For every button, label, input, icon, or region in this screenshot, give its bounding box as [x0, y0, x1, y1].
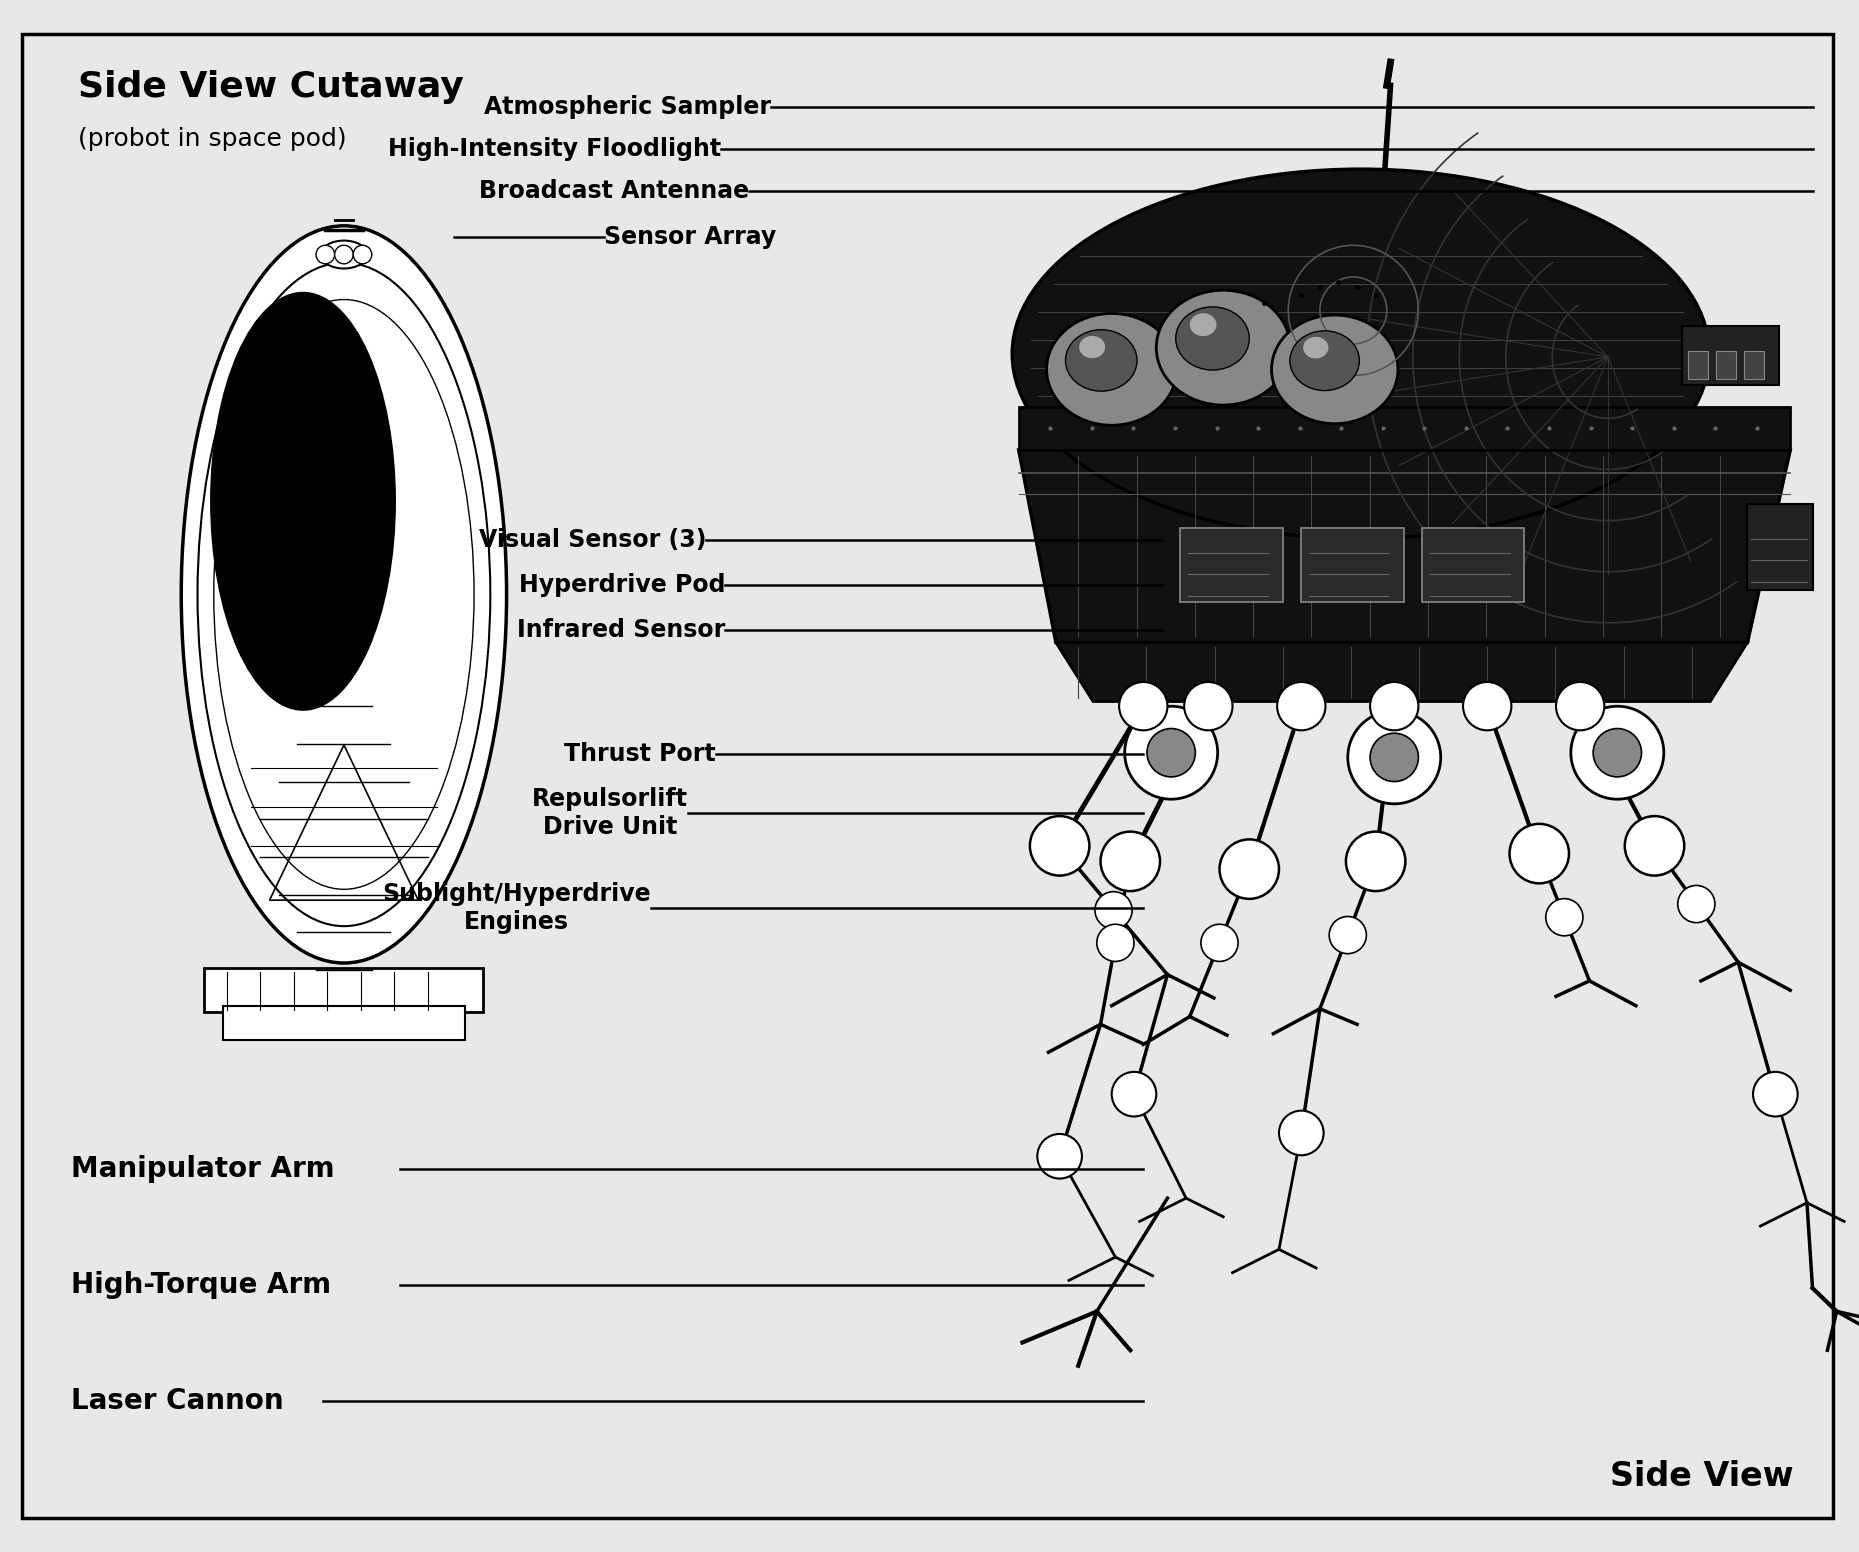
Circle shape: [1753, 1072, 1798, 1116]
Bar: [1180, 528, 1283, 602]
Circle shape: [1119, 681, 1167, 731]
Ellipse shape: [1175, 307, 1249, 369]
Ellipse shape: [210, 292, 396, 711]
Text: Hyperdrive Pod: Hyperdrive Pod: [519, 573, 725, 598]
Ellipse shape: [320, 241, 368, 268]
Bar: [1716, 351, 1736, 379]
Circle shape: [1625, 816, 1684, 875]
Circle shape: [1184, 681, 1233, 731]
Ellipse shape: [182, 225, 506, 962]
Circle shape: [1348, 711, 1441, 804]
Text: Repulsorlift
Drive Unit: Repulsorlift Drive Unit: [532, 787, 688, 840]
Ellipse shape: [1065, 329, 1138, 391]
Text: Broadcast Antennae: Broadcast Antennae: [480, 178, 749, 203]
Ellipse shape: [1047, 314, 1177, 425]
Circle shape: [1677, 886, 1714, 922]
Ellipse shape: [197, 262, 491, 927]
Ellipse shape: [1290, 331, 1359, 391]
Bar: [1747, 504, 1813, 590]
Circle shape: [1329, 917, 1366, 953]
Circle shape: [1112, 1072, 1156, 1116]
Text: Sensor Array: Sensor Array: [604, 225, 777, 250]
Polygon shape: [1019, 450, 1790, 643]
Text: Side View: Side View: [1610, 1460, 1794, 1493]
Bar: [1688, 351, 1708, 379]
Circle shape: [1279, 1111, 1324, 1155]
Bar: [204, 968, 483, 1012]
Circle shape: [1201, 925, 1238, 961]
Ellipse shape: [214, 300, 474, 889]
Circle shape: [1593, 728, 1641, 778]
Text: High-Torque Arm: High-Torque Arm: [71, 1271, 331, 1299]
Bar: [1744, 351, 1764, 379]
Text: Laser Cannon: Laser Cannon: [71, 1387, 283, 1415]
Circle shape: [1220, 840, 1279, 899]
Ellipse shape: [1303, 337, 1329, 359]
Ellipse shape: [1156, 290, 1290, 405]
Bar: [1682, 326, 1779, 385]
FancyBboxPatch shape: [22, 34, 1833, 1518]
Circle shape: [1510, 824, 1569, 883]
Bar: [1301, 528, 1404, 602]
Ellipse shape: [1011, 169, 1710, 539]
Text: High-Intensity Floodlight: High-Intensity Floodlight: [389, 137, 721, 161]
Ellipse shape: [1190, 314, 1216, 337]
Circle shape: [1556, 681, 1604, 731]
Circle shape: [335, 245, 353, 264]
Circle shape: [316, 245, 335, 264]
Ellipse shape: [1272, 315, 1398, 424]
Circle shape: [1277, 681, 1325, 731]
Circle shape: [1147, 728, 1195, 778]
Circle shape: [1370, 681, 1418, 731]
Text: Side View Cutaway: Side View Cutaway: [78, 70, 465, 104]
Circle shape: [1463, 681, 1511, 731]
Bar: [223, 1006, 465, 1040]
Bar: [1422, 528, 1524, 602]
Polygon shape: [1056, 643, 1747, 702]
Ellipse shape: [1078, 335, 1104, 359]
Circle shape: [1125, 706, 1218, 799]
Circle shape: [1545, 899, 1582, 936]
Text: Manipulator Arm: Manipulator Arm: [71, 1155, 335, 1183]
Circle shape: [1097, 925, 1134, 961]
Circle shape: [1030, 816, 1089, 875]
Text: Atmospheric Sampler: Atmospheric Sampler: [485, 95, 771, 120]
Circle shape: [353, 245, 372, 264]
Text: Visual Sensor (3): Visual Sensor (3): [480, 528, 706, 553]
Circle shape: [1370, 733, 1418, 782]
Circle shape: [1571, 706, 1664, 799]
Circle shape: [1346, 832, 1405, 891]
Text: Sublight/Hyperdrive
Engines: Sublight/Hyperdrive Engines: [383, 882, 651, 934]
Bar: [1019, 407, 1790, 450]
Text: Infrared Sensor: Infrared Sensor: [517, 618, 725, 643]
Text: Thrust Port: Thrust Port: [563, 742, 716, 767]
Circle shape: [1037, 1135, 1082, 1178]
Circle shape: [1095, 892, 1132, 928]
Circle shape: [1101, 832, 1160, 891]
Text: (probot in space pod): (probot in space pod): [78, 127, 346, 151]
